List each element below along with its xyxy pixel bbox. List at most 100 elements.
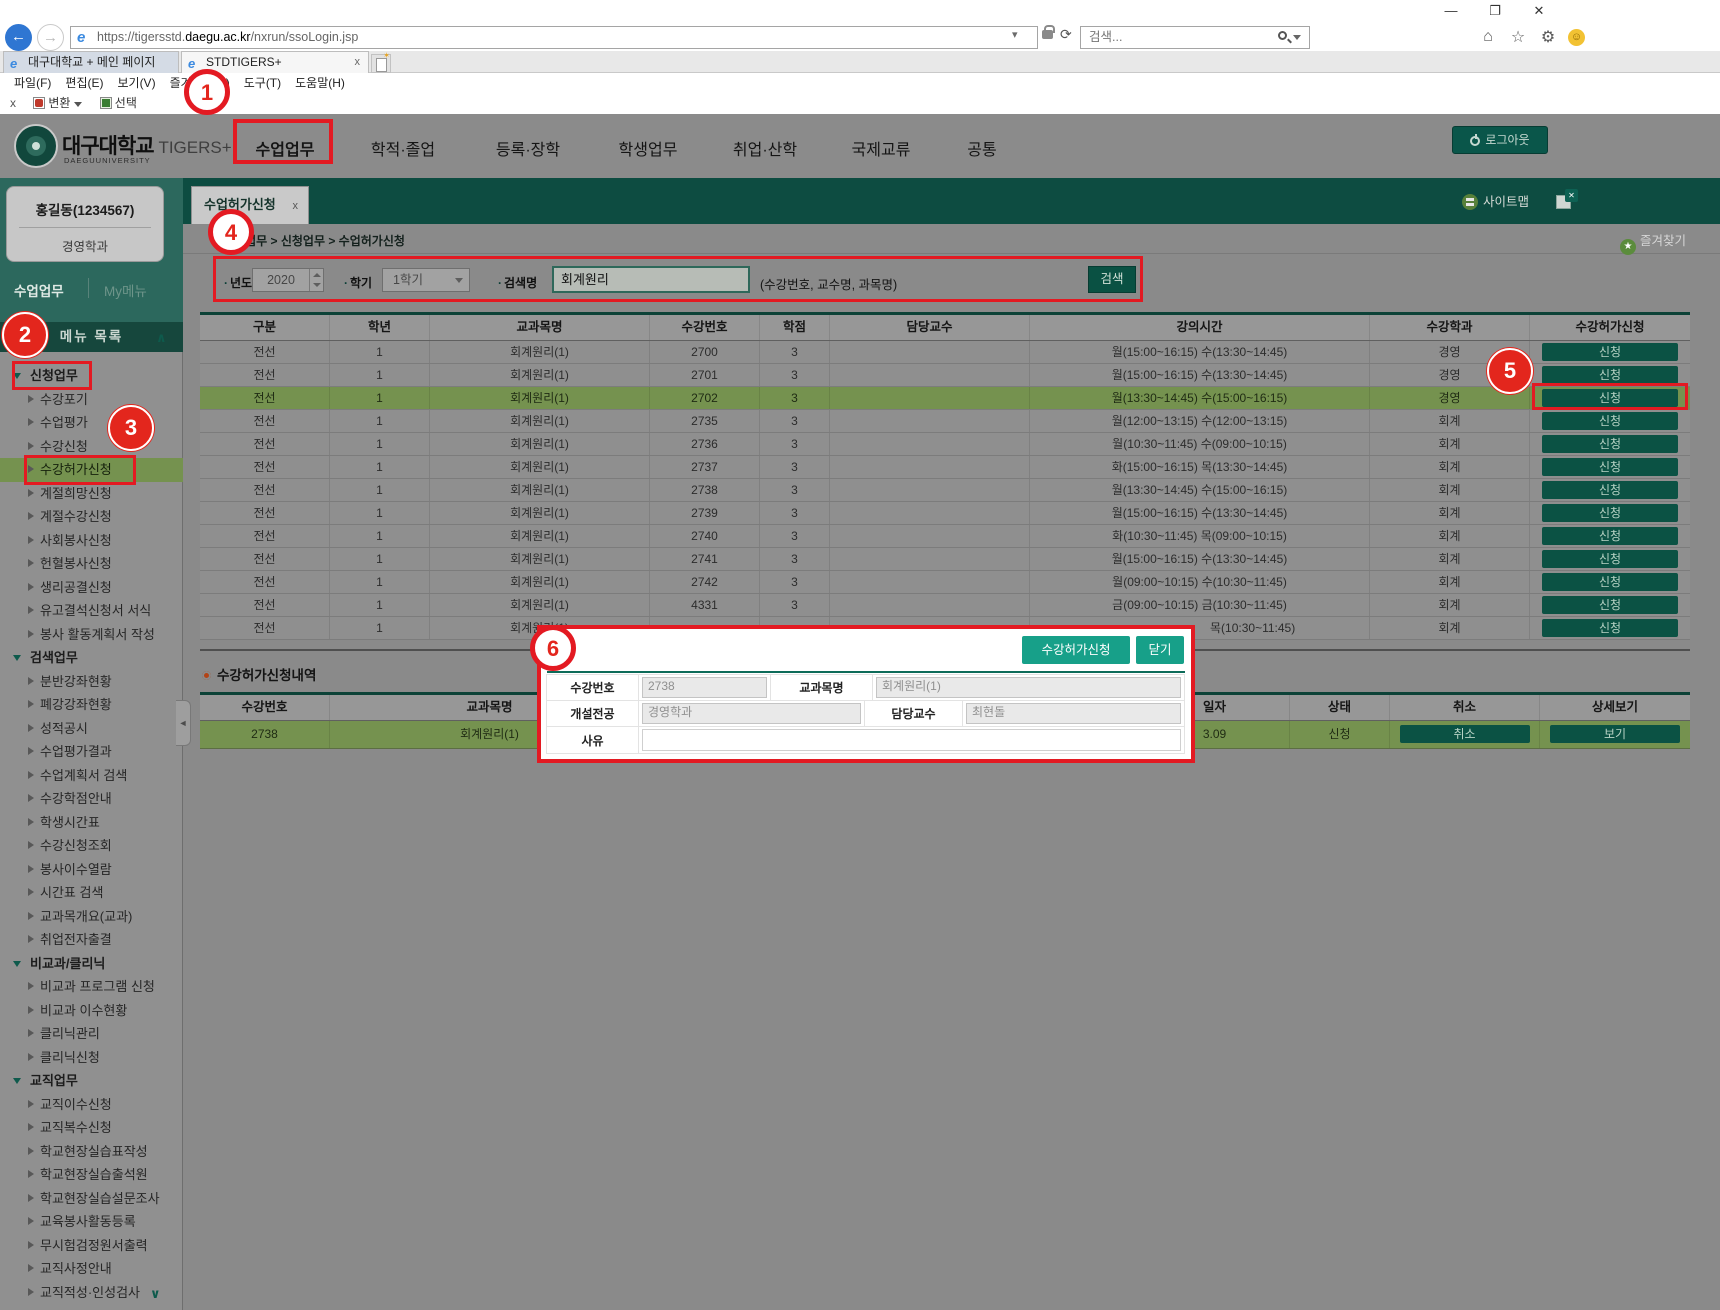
modal-major-input[interactable]: 경영학과 bbox=[642, 703, 861, 724]
apply-button[interactable]: 신청 bbox=[1542, 550, 1678, 568]
sidebar-tab-mymenu[interactable]: My메뉴 bbox=[104, 284, 147, 299]
window-close-button[interactable]: ✕ bbox=[1533, 3, 1545, 18]
gnb-class-affairs[interactable]: 수업업무 bbox=[255, 142, 315, 159]
app-logo[interactable]: 대구대학교 TIGERS+ bbox=[62, 135, 232, 158]
sidebar-section[interactable]: 교직업무 bbox=[0, 1069, 183, 1093]
sidebar-item[interactable]: 사회봉사신청 bbox=[0, 529, 183, 553]
tab-close-icon[interactable]: x bbox=[354, 56, 361, 68]
sidebar-item[interactable]: 수업평가결과 bbox=[0, 740, 183, 764]
sidebar-item[interactable]: 수강신청조회 bbox=[0, 834, 183, 858]
apply-button[interactable]: 신청 bbox=[1542, 412, 1678, 430]
refresh-icon[interactable]: ⟳ bbox=[1060, 26, 1072, 42]
modal-close-button[interactable]: 닫기 bbox=[1136, 636, 1184, 664]
apply-button[interactable]: 신청 bbox=[1542, 619, 1678, 637]
window-minimize-button[interactable]: — bbox=[1444, 3, 1458, 18]
apply-button[interactable]: 신청 bbox=[1542, 458, 1678, 476]
sidebar-item[interactable]: 교직적성·인성검사 bbox=[0, 1281, 183, 1305]
sidebar-item[interactable]: 수강학점안내 bbox=[0, 787, 183, 811]
sidebar-item[interactable]: 학교현장실습표작성 bbox=[0, 1140, 183, 1164]
sidebar-section[interactable]: 비교과/클리닉 bbox=[0, 952, 183, 976]
window-maximize-button[interactable]: ❐ bbox=[1489, 3, 1501, 18]
apply-button[interactable]: 신청 bbox=[1542, 481, 1678, 499]
browser-menu-item[interactable]: 편집(E) bbox=[65, 76, 104, 90]
sidebar-item[interactable]: 클리닉관리 bbox=[0, 1022, 183, 1046]
sidebar-collapse-handle[interactable]: ◄ bbox=[176, 700, 191, 746]
convert-dropdown-icon[interactable] bbox=[74, 102, 83, 107]
browser-tab-main-page[interactable]: e 대구대학교 + 메인 페이지 bbox=[3, 51, 179, 73]
search-icon[interactable] bbox=[1278, 31, 1287, 40]
sidebar-item[interactable]: 취업전자출결 bbox=[0, 928, 183, 952]
browser-menu-item[interactable]: 도구(T) bbox=[243, 76, 282, 90]
apply-button[interactable]: 신청 bbox=[1542, 435, 1678, 453]
sidebar-item[interactable]: 클리닉신청 bbox=[0, 1046, 183, 1070]
sidebar-section[interactable]: 신청업무 bbox=[0, 364, 183, 388]
browser-menu-item[interactable]: 도움말(H) bbox=[295, 76, 345, 90]
smiley-feedback-icon[interactable]: ☺ bbox=[1568, 28, 1585, 46]
url-dropdown-icon[interactable]: ▾ bbox=[1012, 29, 1018, 41]
convert-button[interactable]: 변환 bbox=[48, 96, 71, 110]
browser-search-input[interactable]: 검색... bbox=[1080, 26, 1310, 49]
sidebar-item[interactable]: 생리공결신청 bbox=[0, 576, 183, 600]
popup-window-icon[interactable] bbox=[1556, 189, 1578, 209]
select-button[interactable]: 선택 bbox=[114, 96, 137, 110]
modal-reason-textarea[interactable] bbox=[642, 729, 1181, 751]
sidebar-item[interactable]: 수강포기 bbox=[0, 388, 183, 412]
sidebar-item[interactable]: 수강신청 bbox=[0, 435, 183, 459]
sidebar-scroll-down-icon[interactable]: ∨ bbox=[150, 1286, 161, 1301]
sidebar-item[interactable]: 성적공시 bbox=[0, 717, 183, 741]
sidebar-item[interactable]: 유고결석신청서 서식 bbox=[0, 599, 183, 623]
gnb-registration-scholarship[interactable]: 등록·장학 bbox=[495, 142, 561, 159]
sidebar-section[interactable]: 검색업무 bbox=[0, 646, 183, 670]
sidebar-item[interactable]: 학생시간표 bbox=[0, 811, 183, 835]
sidebar-item[interactable]: 봉사이수열람 bbox=[0, 858, 183, 882]
keyword-input[interactable]: 회계원리 bbox=[552, 266, 750, 293]
logout-button[interactable]: 로그아웃 bbox=[1452, 126, 1548, 154]
browser-tab-stdtigers[interactable]: e STDTIGERS+ x bbox=[181, 51, 369, 73]
sidebar-item[interactable]: 비교과 프로그램 신청 bbox=[0, 975, 183, 999]
browser-menu-item[interactable]: 파일(F) bbox=[14, 76, 52, 90]
sidebar-item[interactable]: 계절희망신청 bbox=[0, 482, 183, 506]
search-dropdown-icon[interactable] bbox=[1293, 35, 1301, 40]
favorites-star-icon[interactable]: ☆ bbox=[1510, 29, 1526, 46]
detail-view-button[interactable]: 보기 bbox=[1550, 725, 1680, 743]
sidebar-item[interactable]: 교육봉사활동등록 bbox=[0, 1210, 183, 1234]
gnb-records-graduation[interactable]: 학적·졸업 bbox=[370, 142, 436, 159]
apply-button[interactable]: 신청 bbox=[1542, 573, 1678, 591]
commandbar-close-icon[interactable]: x bbox=[10, 96, 16, 110]
term-select[interactable]: 1학기 bbox=[382, 268, 470, 292]
sidebar-item[interactable]: 교직이수신청 bbox=[0, 1093, 183, 1117]
browser-menu-item[interactable]: 보기(V) bbox=[117, 76, 156, 90]
gnb-common[interactable]: 공통 bbox=[967, 142, 997, 159]
gnb-international[interactable]: 국제교류 bbox=[851, 142, 911, 159]
apply-button[interactable]: 신청 bbox=[1542, 504, 1678, 522]
modal-professor-input[interactable]: 최현돌 bbox=[966, 703, 1181, 724]
sidebar-item[interactable]: 교과목개요(교과) bbox=[0, 905, 183, 929]
apply-button[interactable]: 신청 bbox=[1542, 389, 1678, 407]
spinner-arrows-icon[interactable] bbox=[309, 269, 323, 291]
settings-gear-icon[interactable]: ⚙ bbox=[1540, 29, 1556, 46]
content-tab-active[interactable]: 수업허가신청 x bbox=[191, 186, 309, 224]
sidebar-item[interactable]: 시간표 검색 bbox=[0, 881, 183, 905]
sidebar-item[interactable]: 교직사정안내 bbox=[0, 1257, 183, 1281]
year-spinner[interactable]: 2020 bbox=[252, 268, 324, 292]
url-field[interactable]: e https://tigersstd.daegu.ac.kr/nxrun/ss… bbox=[70, 26, 1038, 49]
modal-course-no-input[interactable]: 2738 bbox=[642, 677, 767, 698]
apply-button[interactable]: 신청 bbox=[1542, 366, 1678, 384]
apply-button[interactable]: 신청 bbox=[1542, 343, 1678, 361]
sitemap-link[interactable]: 사이트맵 bbox=[1462, 191, 1529, 210]
modal-course-name-input[interactable]: 회계원리(1) bbox=[876, 677, 1181, 698]
back-button[interactable]: ← bbox=[5, 24, 32, 51]
apply-button[interactable]: 신청 bbox=[1542, 527, 1678, 545]
sidebar-item[interactable]: 무시험검정원서출력 bbox=[0, 1234, 183, 1258]
sidebar-item[interactable]: 교직복수신청 bbox=[0, 1116, 183, 1140]
gnb-student-affairs[interactable]: 학생업무 bbox=[618, 142, 678, 159]
apply-button[interactable]: 신청 bbox=[1542, 596, 1678, 614]
sidebar-item[interactable]: 학교현장실습출석원 bbox=[0, 1163, 183, 1187]
modal-apply-button[interactable]: 수강허가신청 bbox=[1022, 636, 1130, 664]
sidebar-item[interactable]: 수강허가신청 bbox=[0, 458, 183, 482]
window-titlebar[interactable]: — ❐ ✕ bbox=[0, 0, 1720, 24]
sidebar-item[interactable]: 분반강좌현황 bbox=[0, 670, 183, 694]
home-icon[interactable]: ⌂ bbox=[1483, 28, 1493, 45]
cancel-button[interactable]: 취소 bbox=[1399, 725, 1530, 743]
sidebar-item[interactable]: 계절수강신청 bbox=[0, 505, 183, 529]
